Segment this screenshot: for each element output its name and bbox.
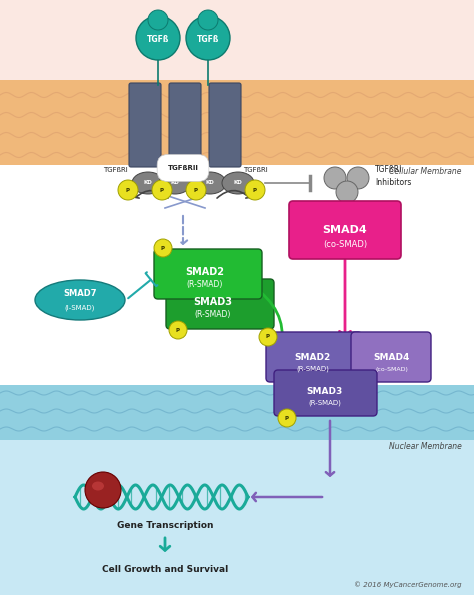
Text: P: P [126,187,130,193]
Circle shape [198,10,218,30]
Ellipse shape [194,172,226,194]
Circle shape [186,16,230,60]
Text: KD: KD [144,180,152,186]
Text: P: P [194,187,198,193]
Circle shape [259,328,277,346]
Circle shape [152,180,172,200]
Circle shape [85,472,121,508]
Circle shape [186,180,206,200]
Text: P: P [285,415,289,421]
Circle shape [336,181,358,203]
Text: P: P [176,327,180,333]
Ellipse shape [35,280,125,320]
Circle shape [324,167,346,189]
FancyBboxPatch shape [289,201,401,259]
Bar [0,385,474,440]
Circle shape [169,321,187,339]
Text: SMAD4: SMAD4 [374,352,410,362]
Text: TGFßRI: TGFßRI [375,165,402,174]
Ellipse shape [159,172,191,194]
Text: TGFß: TGFß [147,35,169,43]
Bar [0,165,474,385]
Text: TGFßRI: TGFßRI [103,167,128,173]
Circle shape [347,167,369,189]
Text: Cell Growth and Survival: Cell Growth and Survival [102,565,228,575]
Text: SMAD2: SMAD2 [185,267,225,277]
Circle shape [245,180,265,200]
Ellipse shape [92,481,104,490]
Bar [0,80,474,165]
FancyBboxPatch shape [274,370,377,416]
Text: P: P [161,246,165,250]
Ellipse shape [132,172,164,194]
Text: P: P [253,187,257,193]
Text: KD: KD [234,180,242,186]
Circle shape [154,239,172,257]
Text: (R-SMAD): (R-SMAD) [187,280,223,289]
FancyBboxPatch shape [129,83,161,167]
Text: P: P [160,187,164,193]
Text: SMAD7: SMAD7 [63,290,97,299]
Text: Inhibitors: Inhibitors [375,178,411,187]
Text: TGFßRII: TGFßRII [168,165,199,171]
Bar [0,0,474,80]
Text: TGFß: TGFß [197,35,219,43]
Text: KD: KD [171,180,179,186]
Text: SMAD3: SMAD3 [307,387,343,396]
FancyBboxPatch shape [169,83,201,167]
Text: TGFßRI: TGFßRI [243,167,267,173]
Text: (co-SMAD): (co-SMAD) [375,367,409,371]
FancyBboxPatch shape [351,332,431,382]
Text: © 2016 MyCancerGenome.org: © 2016 MyCancerGenome.org [355,582,462,588]
Circle shape [118,180,138,200]
Text: (R-SMAD): (R-SMAD) [309,400,341,406]
Text: Cellular Membrane: Cellular Membrane [390,167,462,176]
Text: KD: KD [206,180,214,186]
Text: (co-SMAD): (co-SMAD) [323,240,367,249]
Text: (R-SMAD): (R-SMAD) [297,366,329,372]
Circle shape [148,10,168,30]
FancyBboxPatch shape [154,249,262,299]
Text: (R-SMAD): (R-SMAD) [195,309,231,318]
Ellipse shape [222,172,254,194]
Text: P: P [266,334,270,340]
Text: Gene Transcription: Gene Transcription [117,521,213,530]
Circle shape [278,409,296,427]
Text: SMAD2: SMAD2 [295,352,331,362]
Text: SMAD3: SMAD3 [193,297,233,307]
Text: (I-SMAD): (I-SMAD) [65,305,95,311]
Bar [0,440,474,595]
FancyBboxPatch shape [209,83,241,167]
Text: SMAD4: SMAD4 [323,225,367,235]
FancyBboxPatch shape [266,332,362,382]
Text: Nuclear Membrane: Nuclear Membrane [389,442,462,451]
FancyBboxPatch shape [166,279,274,329]
Circle shape [136,16,180,60]
